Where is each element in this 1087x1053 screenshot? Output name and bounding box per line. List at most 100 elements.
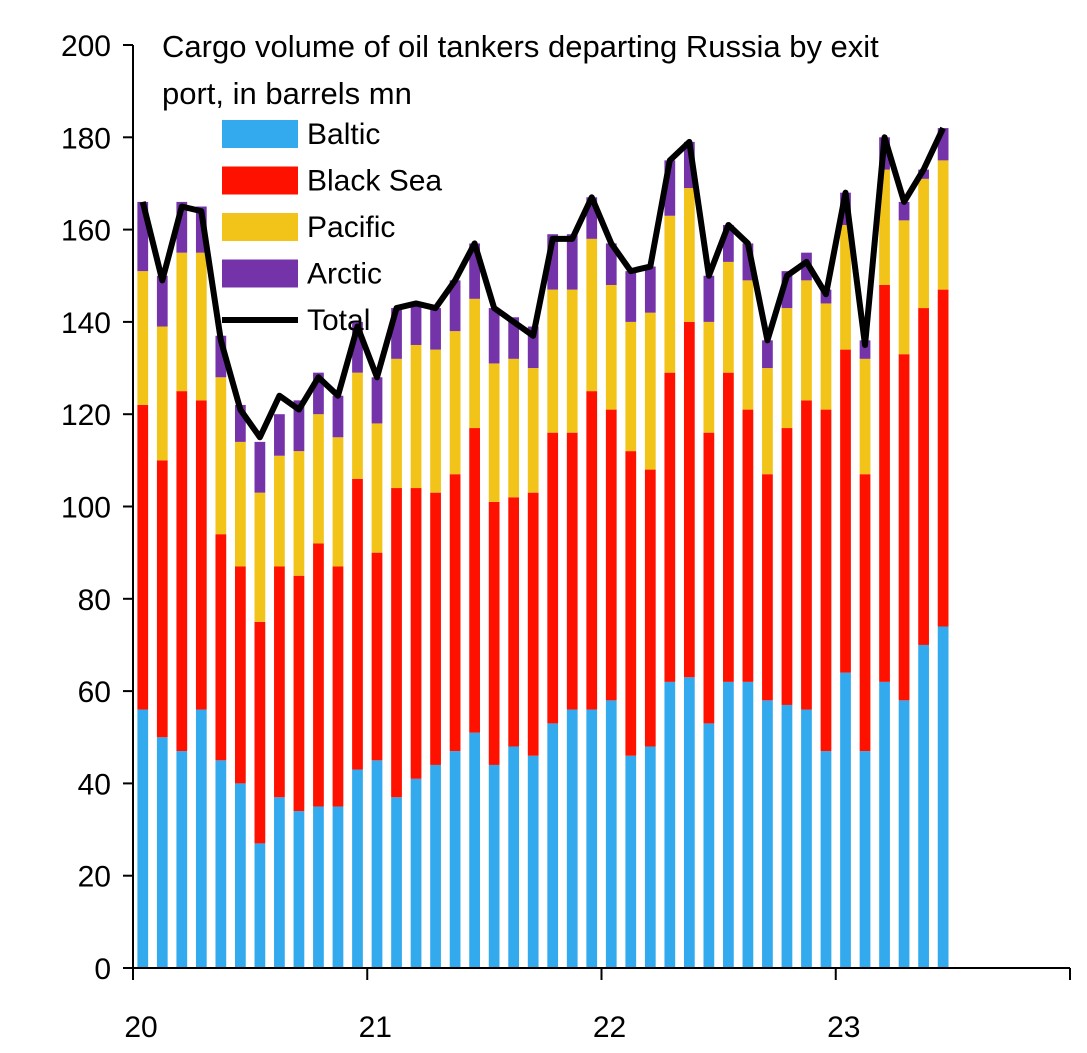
bar-arctic-37 xyxy=(859,340,871,359)
bar-pacific-29 xyxy=(703,321,715,433)
bar-black-sea-15 xyxy=(430,492,441,765)
bar-arctic-32 xyxy=(762,340,773,369)
x-ticks: 20 21 22 23 xyxy=(124,968,1071,1044)
bar-black-sea-22 xyxy=(566,432,578,710)
bar-pacific-30 xyxy=(723,261,734,373)
bar-pacific-28 xyxy=(683,188,695,322)
bars-layer xyxy=(137,128,949,968)
bar-baltic-32 xyxy=(762,700,773,968)
legend: Baltic Black Sea Pacific Arctic Total xyxy=(222,118,442,337)
bar-baltic-10 xyxy=(332,806,344,968)
bar-baltic-25 xyxy=(625,755,637,968)
bar-black-sea-16 xyxy=(449,474,461,752)
bar-arctic-29 xyxy=(703,275,715,322)
bar-baltic-41 xyxy=(937,626,949,968)
y-tick-label-20: 20 xyxy=(78,861,111,894)
bar-baltic-11 xyxy=(352,769,363,968)
y-tick-label-160: 160 xyxy=(61,215,111,248)
bar-baltic-8 xyxy=(293,811,305,968)
bar-arctic-30 xyxy=(723,224,734,262)
bar-black-sea-2 xyxy=(176,391,188,752)
bar-arctic-8 xyxy=(293,400,305,452)
bar-black-sea-20 xyxy=(527,492,539,756)
bar-pacific-36 xyxy=(840,224,851,350)
bar-pacific-2 xyxy=(176,252,188,392)
y-tick-label-180: 180 xyxy=(61,122,111,155)
bar-arctic-7 xyxy=(274,414,285,456)
bar-arctic-39 xyxy=(898,201,910,221)
bar-baltic-28 xyxy=(683,677,695,968)
bar-baltic-7 xyxy=(274,797,285,968)
y-tick-label-0: 0 xyxy=(94,953,111,986)
bar-black-sea-19 xyxy=(508,497,520,747)
bar-black-sea-13 xyxy=(391,488,402,798)
chart-title-line-2: port, in barrels mn xyxy=(162,76,412,111)
bar-black-sea-37 xyxy=(859,474,871,752)
y-tick-label-120: 120 xyxy=(61,399,111,432)
bar-black-sea-33 xyxy=(781,428,793,705)
chart-title-line-1: Cargo volume of oil tankers departing Ru… xyxy=(162,29,879,64)
bar-arctic-16 xyxy=(449,280,461,332)
bar-arctic-28 xyxy=(683,141,695,189)
bar-black-sea-6 xyxy=(254,621,266,844)
bar-black-sea-38 xyxy=(879,284,890,682)
bar-arctic-41 xyxy=(937,128,949,161)
legend-swatch-pacific xyxy=(222,213,298,241)
total-line xyxy=(139,126,946,441)
bar-pacific-22 xyxy=(566,289,578,433)
bar-black-sea-10 xyxy=(332,566,344,807)
bar-arctic-21 xyxy=(547,234,559,290)
bar-black-sea-35 xyxy=(820,409,832,752)
bar-pacific-5 xyxy=(235,441,246,567)
bar-baltic-21 xyxy=(547,723,559,968)
bar-baltic-17 xyxy=(469,732,480,968)
bar-black-sea-26 xyxy=(644,469,656,747)
bar-arctic-11 xyxy=(352,321,363,373)
bar-pacific-24 xyxy=(605,284,617,410)
bar-baltic-4 xyxy=(215,760,227,968)
x-tick-label-23: 23 xyxy=(827,1011,860,1044)
bar-pacific-31 xyxy=(742,280,754,410)
bar-baltic-22 xyxy=(566,709,578,968)
bar-black-sea-32 xyxy=(762,474,773,701)
bar-pacific-6 xyxy=(254,492,266,622)
legend-label-arctic: Arctic xyxy=(307,258,382,291)
bar-arctic-15 xyxy=(430,308,441,350)
bar-pacific-13 xyxy=(391,358,402,489)
bar-black-sea-28 xyxy=(683,321,695,678)
bar-arctic-31 xyxy=(742,243,754,281)
bar-baltic-16 xyxy=(449,751,461,968)
bar-arctic-1 xyxy=(156,275,168,327)
bar-arctic-2 xyxy=(176,201,188,253)
bar-baltic-6 xyxy=(254,843,266,968)
bar-black-sea-31 xyxy=(742,409,754,682)
bar-arctic-26 xyxy=(644,266,656,313)
bar-arctic-33 xyxy=(781,271,793,309)
bar-pacific-25 xyxy=(625,321,637,452)
bar-arctic-17 xyxy=(469,243,480,299)
bar-pacific-10 xyxy=(332,437,344,567)
bar-baltic-24 xyxy=(605,700,617,968)
x-tick-label-20: 20 xyxy=(124,1011,157,1044)
bar-pacific-32 xyxy=(762,368,773,475)
bar-black-sea-4 xyxy=(215,534,227,761)
legend-swatch-arctic xyxy=(222,259,298,288)
bar-pacific-11 xyxy=(352,372,363,479)
bar-pacific-23 xyxy=(586,238,598,392)
bar-pacific-1 xyxy=(156,326,168,461)
bar-black-sea-7 xyxy=(274,566,285,798)
bar-pacific-38 xyxy=(879,169,890,285)
bar-baltic-40 xyxy=(918,644,929,968)
bar-pacific-17 xyxy=(469,298,480,429)
bar-baltic-20 xyxy=(527,755,539,968)
bar-arctic-18 xyxy=(488,308,500,364)
y-tick-label-60: 60 xyxy=(78,676,111,709)
bar-pacific-3 xyxy=(195,252,207,401)
bar-pacific-37 xyxy=(859,358,871,475)
bar-arctic-13 xyxy=(391,308,402,359)
bar-black-sea-36 xyxy=(840,349,851,673)
bar-pacific-26 xyxy=(644,312,656,470)
bar-pacific-20 xyxy=(527,368,539,493)
bar-baltic-34 xyxy=(801,709,812,968)
bar-baltic-14 xyxy=(410,778,422,968)
